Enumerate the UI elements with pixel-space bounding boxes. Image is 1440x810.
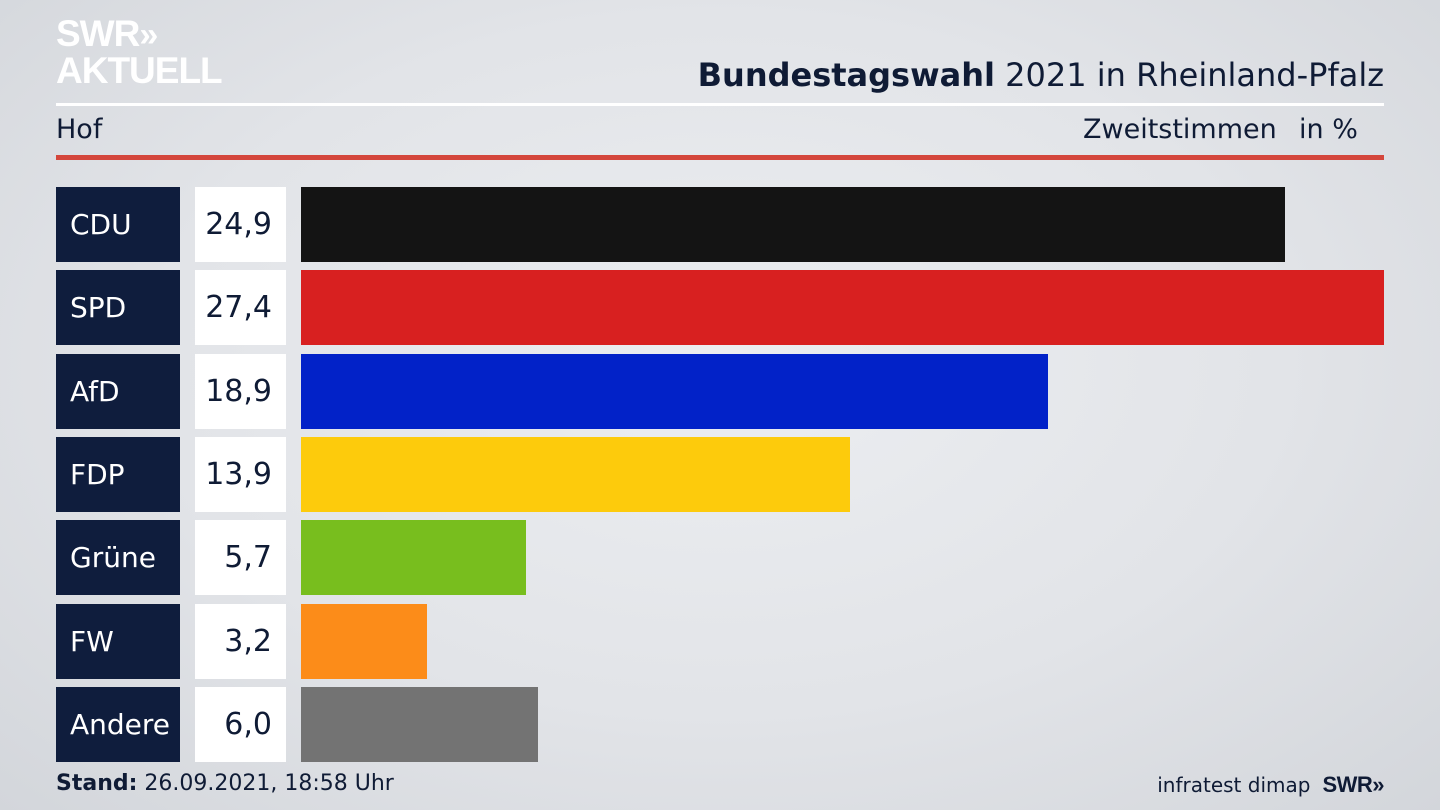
- value-label-andere: 6,0: [195, 687, 286, 762]
- party-label-fdp: FDP: [56, 437, 180, 512]
- value-label-fdp: 13,9: [195, 437, 286, 512]
- chart-title: Bundestagswahl 2021 in Rheinland-Pfalz: [698, 56, 1384, 94]
- value-label-fw: 3,2: [195, 604, 286, 679]
- bar-afd: [301, 354, 1048, 429]
- title-rest: 2021 in Rheinland-Pfalz: [995, 56, 1384, 94]
- timestamp: Stand: 26.09.2021, 18:58 Uhr: [56, 771, 394, 796]
- bar-fdp: [301, 437, 850, 512]
- column-label: Zweitstimmen: [1083, 114, 1277, 145]
- swr-footer-logo: SWR»: [1322, 772, 1384, 797]
- region-label: Hof: [56, 114, 103, 145]
- party-label-cdu: CDU: [56, 187, 180, 262]
- swr-aktuell-logo: SWR» AKTUELL: [56, 13, 223, 91]
- bar-andere: [301, 687, 538, 762]
- title-bold: Bundestagswahl: [697, 56, 995, 94]
- value-label-afd: 18,9: [195, 354, 286, 429]
- stand-value: 26.09.2021, 18:58 Uhr: [137, 771, 394, 796]
- party-label-fw: FW: [56, 604, 180, 679]
- footer-credits: infratest dimap SWR»: [1157, 772, 1384, 798]
- accent-divider: [56, 155, 1384, 160]
- bar-gr-ne: [301, 520, 526, 595]
- bar-spd: [301, 270, 1384, 345]
- party-label-afd: AfD: [56, 354, 180, 429]
- party-label-gr-ne: Grüne: [56, 520, 180, 595]
- party-label-spd: SPD: [56, 270, 180, 345]
- bar-fw: [301, 604, 427, 679]
- party-label-andere: Andere: [56, 687, 180, 762]
- bar-cdu: [301, 187, 1285, 262]
- value-label-gr-ne: 5,7: [195, 520, 286, 595]
- source-label: infratest dimap: [1157, 773, 1311, 797]
- stand-label: Stand:: [56, 771, 138, 796]
- header-divider: [56, 103, 1384, 106]
- value-label-spd: 27,4: [195, 270, 286, 345]
- unit-label: in %: [1299, 114, 1358, 145]
- value-label-cdu: 24,9: [195, 187, 286, 262]
